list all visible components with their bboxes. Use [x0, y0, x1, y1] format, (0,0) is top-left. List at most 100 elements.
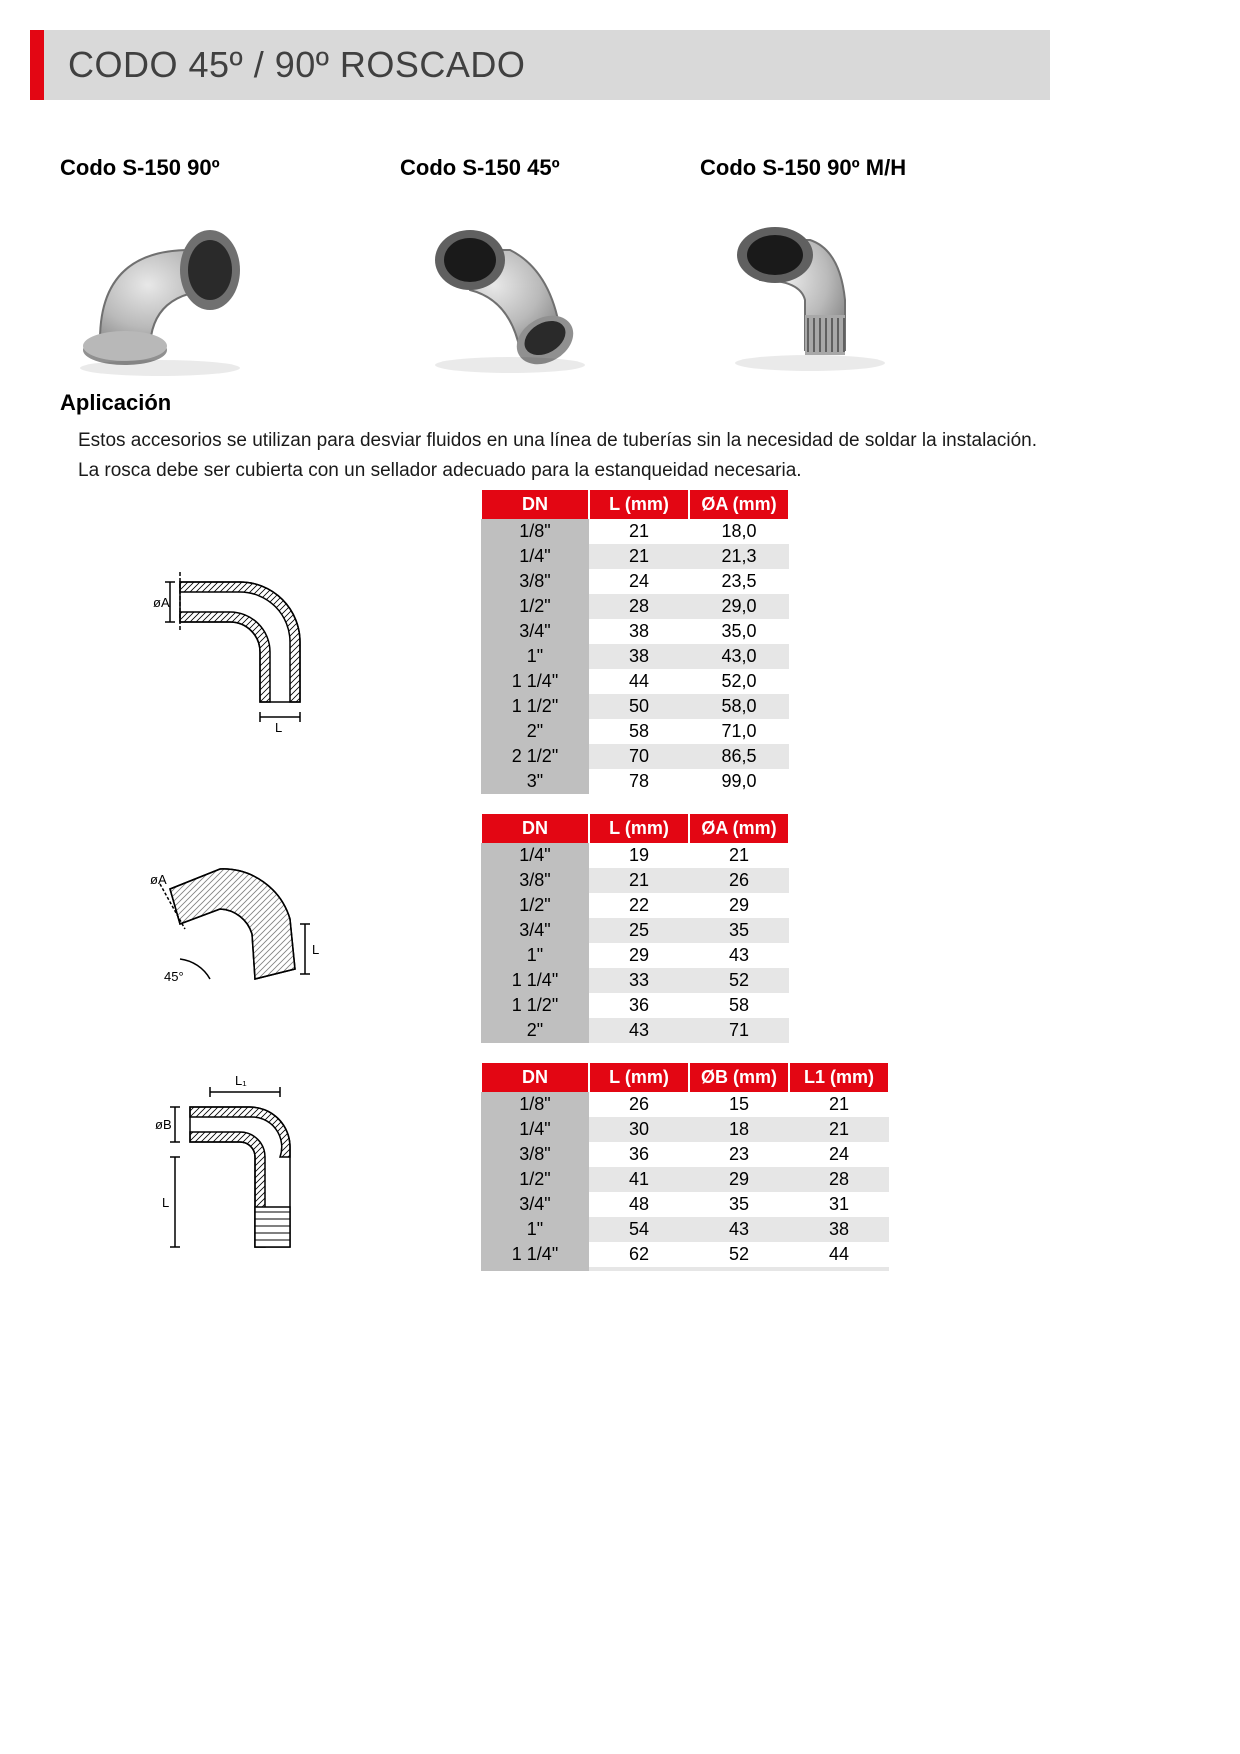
value-cell: 44: [789, 1242, 889, 1267]
value-cell: 22: [589, 893, 689, 918]
value-cell: 35,0: [689, 619, 789, 644]
dn-cell: 3/8": [481, 569, 589, 594]
value-cell: 35: [689, 1192, 789, 1217]
value-cell: 19: [589, 843, 689, 868]
value-cell: 43: [689, 1217, 789, 1242]
value-cell: 29: [589, 943, 689, 968]
value-cell: 71: [689, 1018, 789, 1043]
value-cell: 78: [589, 769, 689, 794]
product-image-2: [400, 190, 700, 390]
value-cell: 44: [589, 669, 689, 694]
table-header: ØB (mm): [689, 1063, 789, 1092]
diagram-label-angle: 45°: [164, 969, 184, 984]
table-header: L (mm): [589, 1063, 689, 1092]
value-cell: 50: [589, 694, 689, 719]
dn-cell: 1": [481, 1217, 589, 1242]
table-row: 1/8"261521: [481, 1092, 889, 1117]
table-row: [481, 1267, 889, 1271]
table-header: DN: [481, 814, 589, 843]
dn-cell: 3/4": [481, 619, 589, 644]
spec-table-3: DNL (mm)ØB (mm)L1 (mm)1/8"2615211/4"3018…: [480, 1063, 890, 1271]
value-cell: 15: [689, 1092, 789, 1117]
table-row: 1/4"301821: [481, 1117, 889, 1142]
page-title: CODO 45º / 90º ROSCADO: [44, 30, 1050, 100]
dn-cell: 3": [481, 769, 589, 794]
table-row: 3"7899,0: [481, 769, 789, 794]
table-header: L (mm): [589, 814, 689, 843]
table-row: 1 1/2"5058,0: [481, 694, 789, 719]
dn-cell: 1/2": [481, 594, 589, 619]
page-header: CODO 45º / 90º ROSCADO: [30, 30, 1050, 100]
diagram-label-len: L: [275, 720, 282, 735]
table-row: 1/4"1921: [481, 843, 789, 868]
dn-cell: 1 1/4": [481, 669, 589, 694]
table-header: ØA (mm): [689, 490, 789, 519]
table-row: 1/4"2121,3: [481, 544, 789, 569]
table-header: DN: [481, 490, 589, 519]
value-cell: 52,0: [689, 669, 789, 694]
value-cell: 54: [589, 1217, 689, 1242]
dn-cell: 1/2": [481, 893, 589, 918]
product-title-2: Codo S-150 45º: [400, 155, 700, 181]
application-heading: Aplicación: [60, 390, 1160, 416]
dn-cell: 1 1/2": [481, 993, 589, 1018]
value-cell: 21: [589, 519, 689, 544]
value-cell: 21: [589, 868, 689, 893]
dn-cell: 1": [481, 943, 589, 968]
table-row: 1 1/4"4452,0: [481, 669, 789, 694]
value-cell: 26: [589, 1092, 689, 1117]
value-cell: 23: [689, 1142, 789, 1167]
table-row: 3/8"2423,5: [481, 569, 789, 594]
dn-cell: 1/4": [481, 843, 589, 868]
dn-cell: [481, 1267, 589, 1271]
value-cell: 21: [789, 1117, 889, 1142]
value-cell: 38: [589, 644, 689, 669]
spec-block-2: øA L 45° DNL (mm)ØA (mm)1/4"19213/8"2126…: [60, 814, 1160, 1043]
dn-cell: 3/8": [481, 1142, 589, 1167]
value-cell: 99,0: [689, 769, 789, 794]
value-cell: 26: [689, 868, 789, 893]
dn-cell: 1 1/2": [481, 694, 589, 719]
value-cell: 58: [589, 719, 689, 744]
value-cell: 86,5: [689, 744, 789, 769]
value-cell: 21,3: [689, 544, 789, 569]
table-row: 1/2"2829,0: [481, 594, 789, 619]
diagram-label-dia: øB: [155, 1117, 172, 1132]
value-cell: 23,5: [689, 569, 789, 594]
dn-cell: 1/4": [481, 544, 589, 569]
spec-block-1: øA L DNL (mm)ØA (mm)1/8"2118,01/4"2121,3…: [60, 490, 1160, 794]
diagram-label-dia: øA: [153, 595, 170, 610]
table-row: 3/4"2535: [481, 918, 789, 943]
diagram-2: øA L 45°: [60, 814, 480, 1043]
dn-cell: 3/4": [481, 918, 589, 943]
dn-cell: 1/2": [481, 1167, 589, 1192]
product-headers: Codo S-150 90º Codo S-150 45º Codo S-150…: [60, 155, 1160, 181]
application-section: Aplicación Estos accesorios se utilizan …: [60, 390, 1160, 487]
spec-table-1: DNL (mm)ØA (mm)1/8"2118,01/4"2121,33/8"2…: [480, 490, 790, 794]
value-cell: 30: [589, 1117, 689, 1142]
dn-cell: 1 1/4": [481, 1242, 589, 1267]
value-cell: 70: [589, 744, 689, 769]
value-cell: [689, 1267, 789, 1271]
value-cell: 18: [689, 1117, 789, 1142]
dn-cell: 2 1/2": [481, 744, 589, 769]
spec-table-2: DNL (mm)ØA (mm)1/4"19213/8"21261/2"22293…: [480, 814, 790, 1043]
product-images: [60, 190, 1160, 390]
accent-bar: [30, 30, 44, 100]
diagram-3: L₁ øB L: [60, 1063, 480, 1271]
value-cell: 24: [789, 1142, 889, 1167]
value-cell: 29: [689, 1167, 789, 1192]
dn-cell: 1/8": [481, 1092, 589, 1117]
table-row: 1/8"2118,0: [481, 519, 789, 544]
table-header: L1 (mm): [789, 1063, 889, 1092]
product-image-3: [700, 190, 1160, 390]
dn-cell: 1": [481, 644, 589, 669]
diagram-label-len: L: [312, 942, 319, 957]
diagram-label-len1: L₁: [235, 1073, 247, 1088]
value-cell: 43,0: [689, 644, 789, 669]
value-cell: [589, 1267, 689, 1271]
diagram-label-len: L: [162, 1195, 169, 1210]
dn-cell: 2": [481, 719, 589, 744]
value-cell: 28: [589, 594, 689, 619]
dn-cell: 3/4": [481, 1192, 589, 1217]
